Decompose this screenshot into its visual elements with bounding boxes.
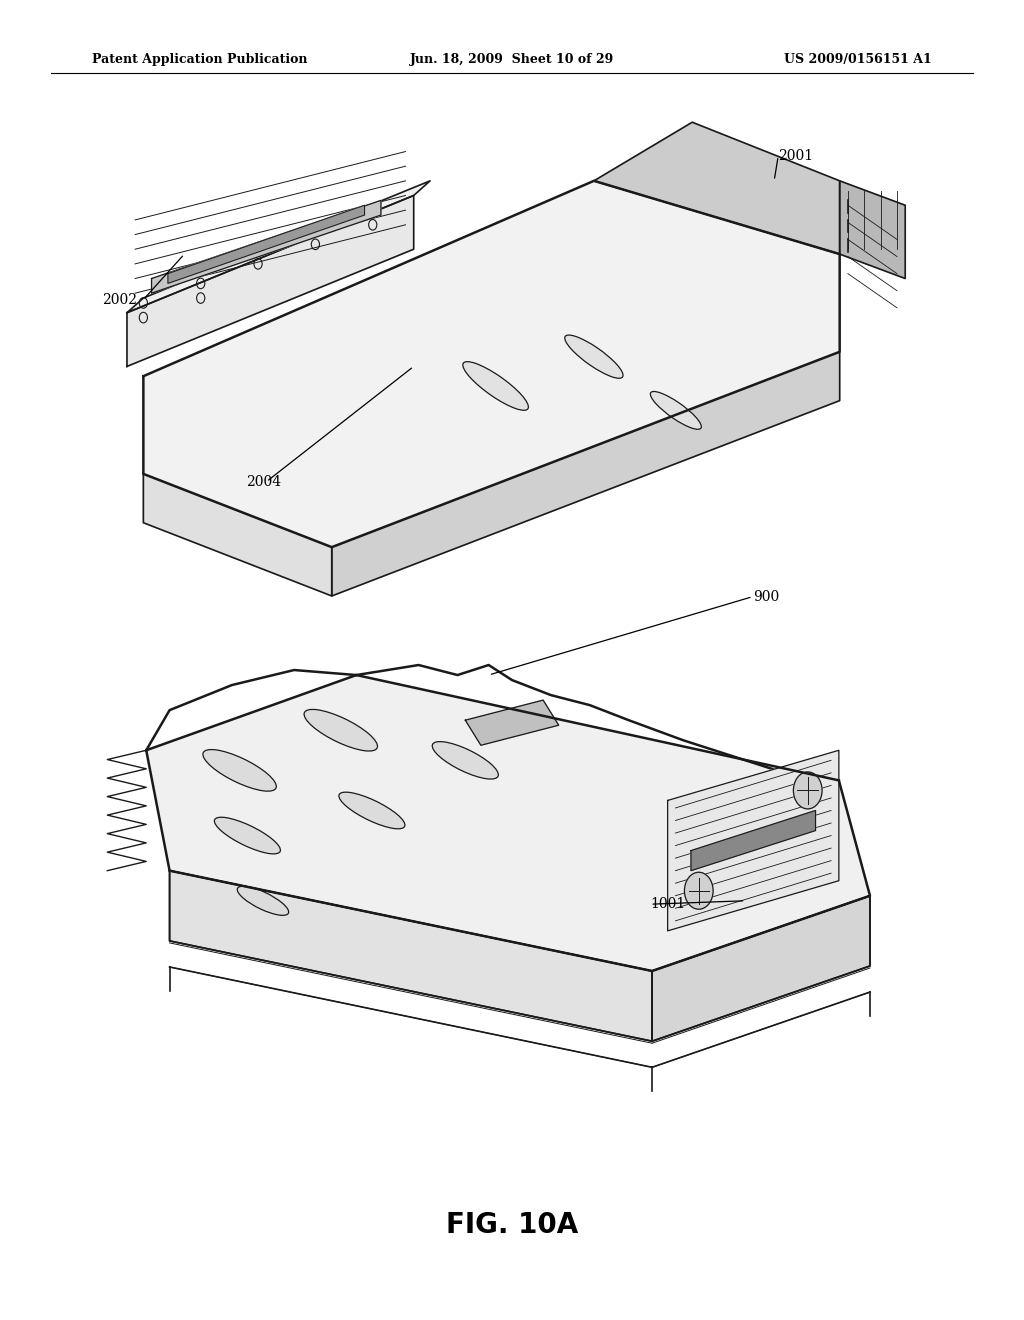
Polygon shape xyxy=(594,123,840,253)
Ellipse shape xyxy=(432,742,499,779)
Text: 2002: 2002 xyxy=(102,293,137,306)
Ellipse shape xyxy=(565,335,623,379)
Ellipse shape xyxy=(304,709,378,751)
Ellipse shape xyxy=(650,392,701,429)
Ellipse shape xyxy=(214,817,281,854)
Polygon shape xyxy=(127,195,414,367)
Polygon shape xyxy=(652,896,870,1041)
Ellipse shape xyxy=(463,362,528,411)
Polygon shape xyxy=(143,181,840,546)
Text: Patent Application Publication: Patent Application Publication xyxy=(92,53,307,66)
Polygon shape xyxy=(168,205,365,284)
Polygon shape xyxy=(152,201,381,293)
Polygon shape xyxy=(146,675,870,972)
Circle shape xyxy=(684,873,713,909)
Polygon shape xyxy=(840,181,905,279)
Text: US 2009/0156151 A1: US 2009/0156151 A1 xyxy=(784,53,932,66)
Text: 1001: 1001 xyxy=(650,898,685,911)
Polygon shape xyxy=(127,181,430,313)
Polygon shape xyxy=(143,474,332,597)
Text: 2001: 2001 xyxy=(778,149,813,162)
Polygon shape xyxy=(668,750,839,931)
Text: 2004: 2004 xyxy=(246,475,281,488)
Text: FIG. 10A: FIG. 10A xyxy=(445,1210,579,1239)
Circle shape xyxy=(794,772,822,809)
Polygon shape xyxy=(465,700,559,746)
Text: Jun. 18, 2009  Sheet 10 of 29: Jun. 18, 2009 Sheet 10 of 29 xyxy=(410,53,614,66)
Polygon shape xyxy=(332,351,840,597)
Ellipse shape xyxy=(203,750,276,791)
Ellipse shape xyxy=(339,792,404,829)
Polygon shape xyxy=(691,810,815,871)
Text: 900: 900 xyxy=(753,590,779,603)
Polygon shape xyxy=(170,871,652,1041)
Ellipse shape xyxy=(238,886,289,915)
